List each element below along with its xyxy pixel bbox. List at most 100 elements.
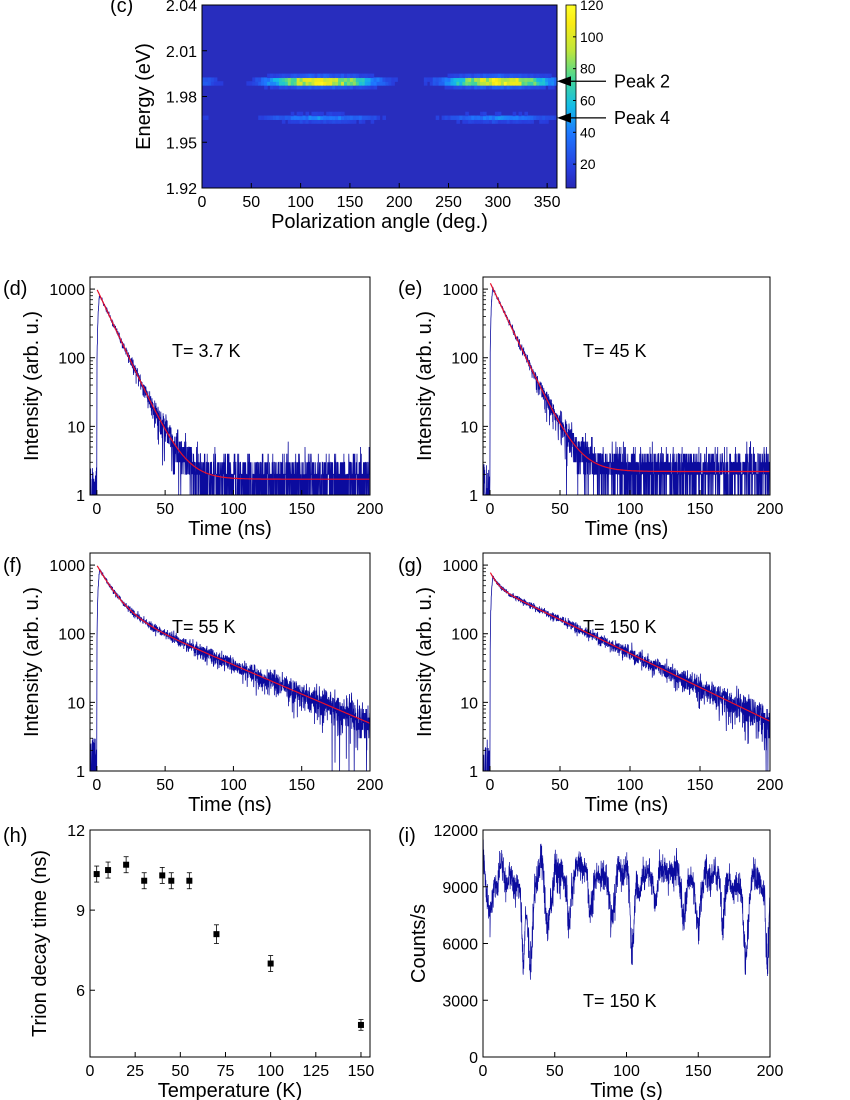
heatmap-cell	[370, 77, 375, 82]
heatmap-cell	[539, 119, 543, 124]
heatmap-cell	[284, 73, 289, 79]
x-axis-title: Polarization angle (deg.)	[271, 211, 488, 233]
heatmap-cell	[394, 77, 398, 82]
heatmap-cell	[314, 77, 318, 82]
x-axis-title: Time (ns)	[585, 794, 669, 816]
heatmap-cell	[255, 77, 259, 82]
y-tick-label: 9	[76, 903, 85, 920]
heatmap-cell	[267, 73, 271, 79]
plot-frame	[482, 276, 771, 496]
heatmap-cell	[486, 81, 490, 86]
heatmap-cell	[314, 81, 318, 86]
heatmap-cell	[335, 81, 339, 86]
heatmap-cell	[542, 81, 546, 86]
heatmap-cell	[358, 81, 363, 86]
heatmap-cell	[305, 77, 310, 82]
heatmap-cell	[376, 81, 381, 86]
heatmap-cell	[533, 77, 537, 82]
heatmap-cell	[323, 81, 327, 86]
heatmap-cell	[258, 81, 262, 86]
panel-label: (e)	[398, 278, 422, 300]
heatmap-cell	[486, 115, 490, 120]
heatmap-cell	[293, 73, 298, 79]
heatmap-cell	[515, 73, 520, 79]
panel-f: 0 50 100 150 200 1 10 100 1000 Time (ns) Intensity…	[3, 552, 383, 816]
heatmap-cell	[512, 119, 517, 124]
heatmap-cell	[329, 115, 333, 120]
heatmap-cell	[444, 77, 449, 82]
heatmap-cell	[305, 73, 310, 79]
heatmap-cell	[450, 77, 455, 82]
heatmap-cell	[474, 115, 478, 120]
heatmap-cell	[361, 73, 366, 79]
heatmap-background	[202, 5, 557, 188]
heatmap-cell	[551, 77, 555, 82]
heatmap-cell	[456, 119, 460, 124]
heatmap-cell	[314, 119, 318, 124]
heatmap-cell	[477, 119, 481, 124]
heatmap-cell	[290, 111, 295, 117]
heatmap-cell	[435, 81, 440, 86]
heatmap-cell	[314, 115, 318, 120]
heatmap-cell	[488, 73, 493, 79]
heatmap-cell	[474, 77, 478, 82]
heatmap-cell	[287, 81, 292, 86]
heatmap-cell	[370, 115, 375, 120]
heatmap-cell	[281, 115, 286, 120]
heatmap-cell	[338, 85, 342, 90]
heatmap-cell	[524, 111, 529, 117]
heatmap-cell	[486, 119, 490, 124]
heatmap-cell	[512, 77, 517, 82]
heatmap-cell	[344, 119, 348, 124]
heatmap-cell	[506, 73, 511, 79]
colorbar-tick-label: 40	[580, 124, 596, 140]
y-tick-label: 9000	[442, 880, 478, 897]
y-axis-title: Intensity (arb. u.)	[21, 311, 43, 461]
heatmap-cell	[346, 119, 351, 124]
peak-arrow-head	[557, 76, 571, 87]
heatmap-cell	[332, 85, 336, 90]
heatmap-cell	[267, 77, 271, 82]
heatmap-cell	[503, 119, 508, 124]
heatmap-cell	[302, 115, 307, 120]
heatmap-cell	[296, 77, 301, 82]
heatmap-cell	[358, 77, 363, 82]
panel-d: 0 50 100 150 200 1 10 100 1000 Time (ns) Intensity…	[3, 276, 383, 540]
heatmap-cell	[379, 81, 384, 86]
heatmap-cell	[302, 77, 307, 82]
heatmap-cell	[542, 115, 546, 120]
x-tick-label: 200	[757, 777, 784, 794]
heatmap-cell	[332, 115, 336, 120]
heatmap-cell	[530, 77, 534, 82]
heatmap-cell	[521, 77, 526, 82]
heatmap-cell	[450, 73, 455, 79]
heatmap-cell	[509, 85, 514, 90]
heatmap-cell	[548, 77, 552, 82]
heatmap-cell	[447, 73, 452, 79]
heatmap-cell	[293, 85, 298, 90]
heatmap-cell	[264, 77, 268, 82]
x-tick-label: 100	[617, 501, 644, 518]
heatmap-cell	[352, 85, 357, 90]
y-axis-title: Counts/s	[408, 904, 430, 983]
heatmap-cell	[382, 77, 387, 82]
heatmap-cell	[432, 81, 437, 86]
heatmap-cell	[273, 115, 277, 120]
x-tick-label: 75	[217, 1063, 235, 1080]
heatmap-cell	[388, 77, 392, 82]
heatmap-cell	[503, 115, 508, 120]
y-tick-label: 10	[460, 695, 478, 712]
x-tick-label: 0	[92, 501, 101, 518]
heatmap-cell	[278, 77, 283, 82]
heatmap-cell	[299, 81, 304, 86]
heatmap-cell	[275, 81, 280, 86]
heatmap-cell	[483, 115, 487, 120]
heatmap-cell	[341, 85, 345, 90]
x-tick-label: 300	[484, 194, 511, 211]
heatmap-cell	[521, 81, 526, 86]
heatmap-cell	[423, 81, 428, 86]
heatmap-cell	[305, 85, 310, 90]
heatmap-cell	[497, 115, 502, 120]
heatmap-cell	[355, 115, 360, 120]
heatmap-cell	[456, 115, 460, 120]
